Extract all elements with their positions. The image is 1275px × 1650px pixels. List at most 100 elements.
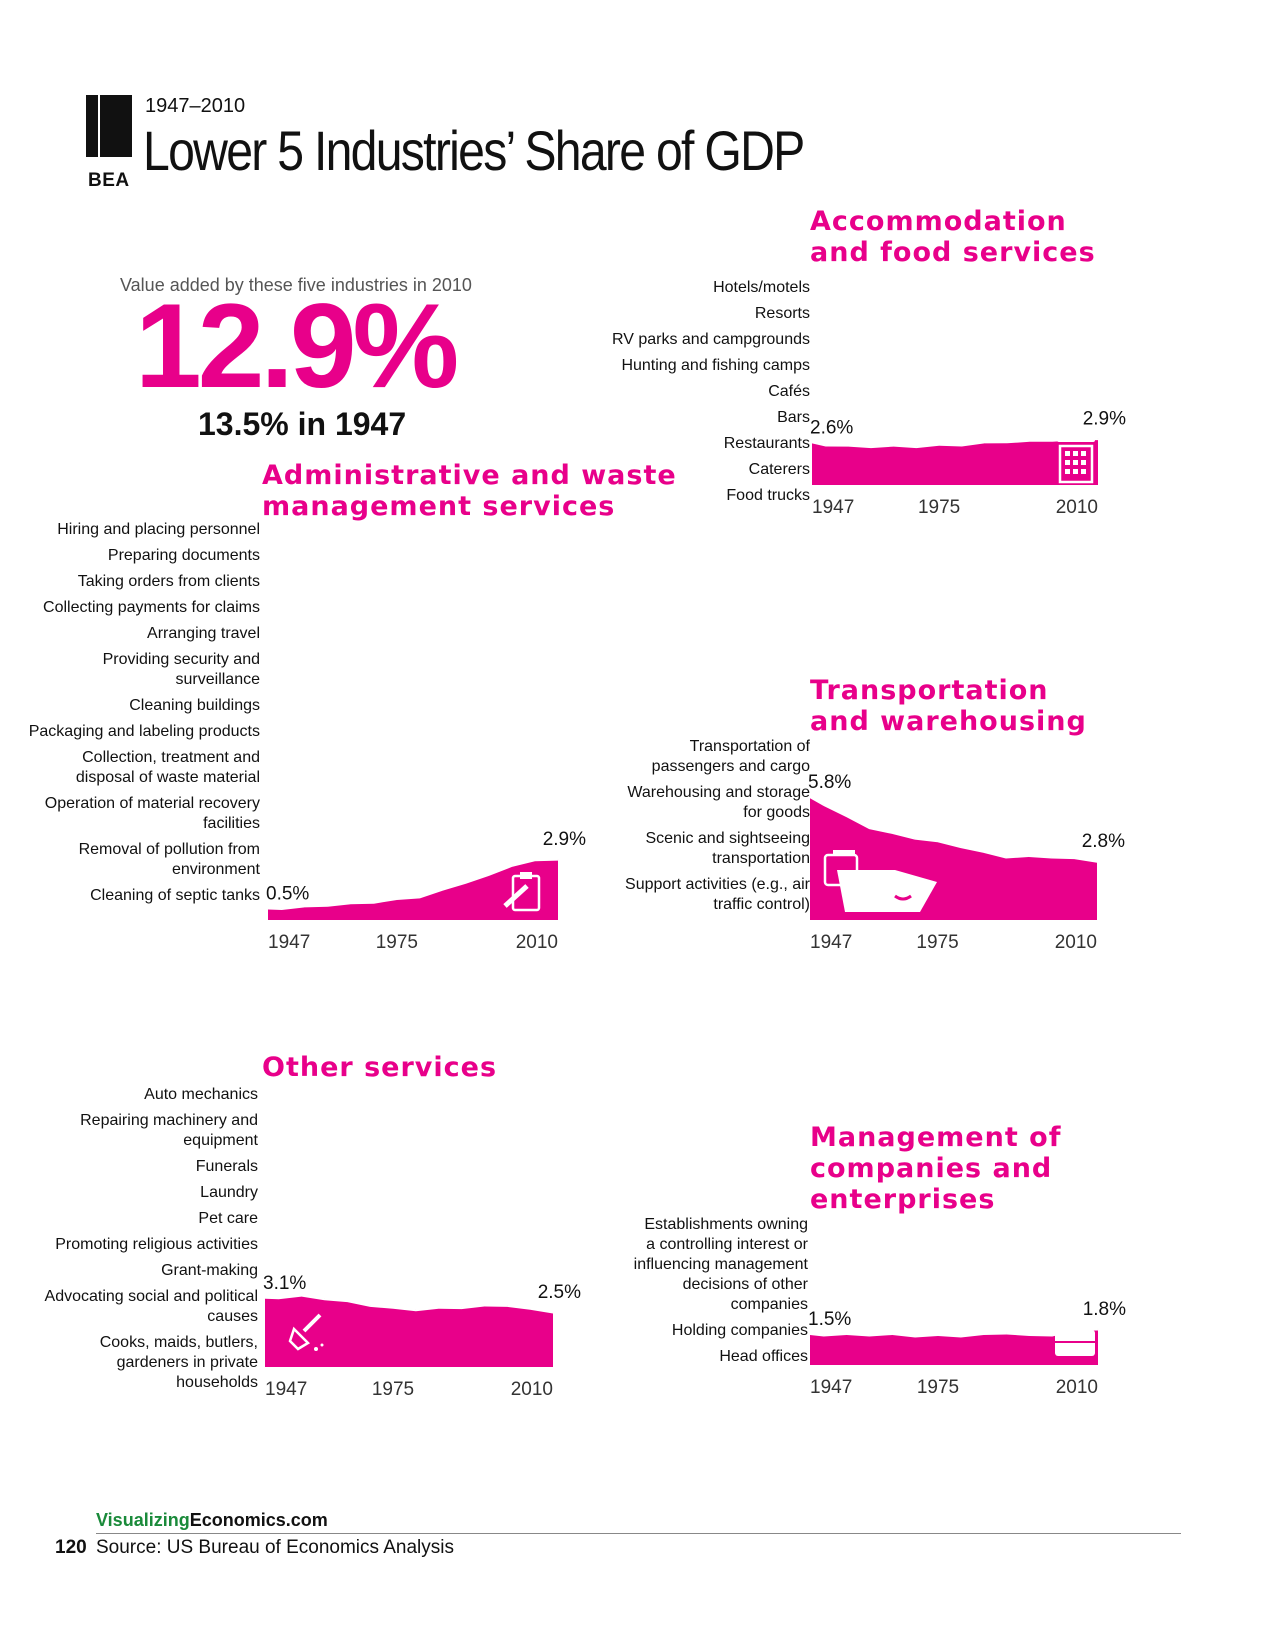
hotel-icon <box>1057 432 1095 484</box>
list-item: RV parks and campgrounds <box>611 331 810 348</box>
x-tick-label: 1975 <box>372 1379 414 1400</box>
list-item: Advocating social and political causes <box>44 1288 258 1325</box>
list-item: Pet care <box>198 1210 258 1227</box>
years-range: 1947–2010 <box>145 95 246 117</box>
page-title: Lower 5 Industries’ Share of GDP <box>143 119 805 182</box>
items-administrative: Hiring and placing personnel Preparing d… <box>20 520 260 912</box>
summary-value: 12.9% <box>135 279 459 413</box>
chart-transportation: 5.8% 2.8% 1947 1975 2010 <box>808 772 1125 953</box>
ship-icon <box>823 850 937 912</box>
list-item: Promoting religious activities <box>55 1236 258 1253</box>
section-title-transportation: Transportation and warehousing <box>810 675 1087 737</box>
start-value-label: 3.1% <box>263 1273 306 1294</box>
section-title-line: Accommodation <box>810 206 1067 237</box>
footer-brand-b: Economics.com <box>189 1510 328 1530</box>
list-item: Warehousing and storage for goods <box>627 784 810 821</box>
start-value-label: 0.5% <box>266 884 309 905</box>
list-item: Taking orders from clients <box>77 573 260 590</box>
section-title-line: management services <box>262 491 616 522</box>
items-accommodation: Hotels/motels Resorts RV parks and campg… <box>550 278 810 512</box>
list-item: Support activities (e.g., air traffic co… <box>625 876 810 913</box>
list-item: Transportation of passengers and cargo <box>651 738 810 775</box>
x-tick-label: 2010 <box>511 1379 553 1400</box>
list-item: Hiring and placing personnel <box>57 521 260 538</box>
x-tick-label: 1975 <box>918 497 960 518</box>
list-item: Collecting payments for claims <box>43 599 260 616</box>
list-item: Bars <box>777 409 810 426</box>
logo-text: BEA <box>88 170 130 191</box>
x-tick-label: 1947 <box>268 932 310 953</box>
list-item: Operation of material recovery facilitie… <box>44 795 260 832</box>
list-item: Providing security and surveillance <box>102 651 260 688</box>
end-value-label: 2.9% <box>1083 409 1126 430</box>
chart-management: 1.5% 1.8% 1947 1975 2010 <box>808 1299 1126 1398</box>
list-item: Cleaning buildings <box>129 697 260 714</box>
list-item: Caterers <box>748 461 810 478</box>
end-value-label: 1.8% <box>1083 1299 1126 1320</box>
section-title-accommodation: Accommodation and food services <box>810 206 1096 268</box>
list-item: Hotels/motels <box>713 279 810 296</box>
section-title-line: enterprises <box>810 1184 996 1215</box>
summary-caption: Value added by these five industries in … <box>120 275 472 295</box>
chart-other: 3.1% 2.5% 1947 1975 2010 <box>263 1273 581 1400</box>
items-other: Auto mechanics Repairing machinery and e… <box>38 1085 258 1399</box>
chart-accommodation: 2.6% 2.9% 1947 1975 2010 <box>810 409 1126 518</box>
end-value-label: 2.8% <box>1082 831 1125 852</box>
clipboard-icon <box>503 872 541 912</box>
section-title-management: Management of companies and enterprises <box>810 1122 1061 1215</box>
list-item: Head offices <box>719 1348 808 1365</box>
area-series <box>268 860 558 920</box>
logo-bar-2 <box>100 95 132 157</box>
area-series <box>812 440 1098 485</box>
list-item: Funerals <box>195 1158 258 1175</box>
list-item: Preparing documents <box>107 547 260 564</box>
x-tick-label: 1975 <box>916 932 958 953</box>
footer-brand: VisualizingEconomics.com <box>96 1510 328 1531</box>
x-tick-label: 1947 <box>810 1377 852 1398</box>
area-series <box>265 1296 553 1367</box>
section-title-line: Other services <box>262 1052 498 1083</box>
x-tick-label: 2010 <box>1056 497 1098 518</box>
source-note: Source: US Bureau of Economics Analysis <box>96 1537 455 1558</box>
list-item: Holding companies <box>671 1322 808 1339</box>
x-tick-label: 2010 <box>1056 1377 1098 1398</box>
list-item: Packaging and labeling products <box>28 723 260 740</box>
list-item: Arranging travel <box>147 625 260 642</box>
list-item: Restaurants <box>723 435 810 452</box>
section-title-other: Other services <box>262 1052 497 1083</box>
list-item: Auto mechanics <box>144 1086 258 1103</box>
list-item: Scenic and sightseeing transportation <box>645 830 810 867</box>
list-item: Cafés <box>768 383 810 400</box>
items-management: Establishments owning a controlling inte… <box>633 1215 808 1373</box>
footer-brand-a: Visualizing <box>96 1510 190 1530</box>
x-tick-label: 2010 <box>516 932 558 953</box>
start-value-label: 1.5% <box>808 1309 851 1330</box>
list-item: Food trucks <box>726 487 810 504</box>
footer-rule <box>96 1533 1181 1534</box>
page-number: 120 <box>55 1537 87 1558</box>
broom-icon <box>288 1313 324 1351</box>
list-item: Hunting and fishing camps <box>621 357 810 374</box>
section-title-line: and food services <box>810 237 1096 268</box>
x-tick-label: 2010 <box>1055 932 1097 953</box>
x-tick-label: 1947 <box>812 497 854 518</box>
x-tick-label: 1975 <box>376 932 418 953</box>
briefcase-icon <box>1055 1322 1095 1356</box>
start-value-label: 2.6% <box>810 417 853 438</box>
x-tick-label: 1975 <box>917 1377 959 1398</box>
list-item: Resorts <box>754 305 810 322</box>
section-title-line: Administrative and waste <box>262 460 677 491</box>
list-item: Cleaning of septic tanks <box>90 887 260 904</box>
x-tick-label: 1947 <box>810 932 852 953</box>
list-item: Establishments owning a controlling inte… <box>633 1216 808 1313</box>
section-title-line: Transportation <box>810 675 1049 706</box>
list-item: Repairing machinery and equipment <box>80 1112 258 1149</box>
end-value-label: 2.9% <box>543 829 586 850</box>
list-item: Grant-making <box>161 1262 258 1279</box>
logo-bar-1 <box>86 95 98 157</box>
list-item: Collection, treatment and disposal of wa… <box>75 749 260 786</box>
section-title-administrative: Administrative and waste management serv… <box>262 460 677 522</box>
summary-sub: 13.5% in 1947 <box>198 406 407 442</box>
section-title-line: companies and <box>810 1153 1053 1184</box>
